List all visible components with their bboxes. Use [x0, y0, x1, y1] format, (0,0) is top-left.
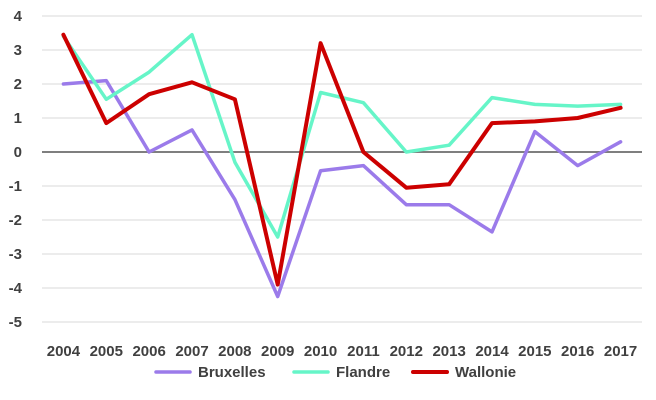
x-tick-label: 2008 — [218, 343, 251, 360]
x-tick-label: 2006 — [132, 343, 165, 360]
x-tick-label: 2016 — [561, 343, 594, 360]
x-tick-label: 2007 — [175, 343, 208, 360]
series-line-flandre — [61, 32, 623, 239]
y-tick-label: 3 — [14, 42, 22, 59]
x-tick-label: 2017 — [604, 343, 637, 360]
x-tick-label: 2012 — [390, 343, 423, 360]
legend-label: Bruxelles — [198, 364, 266, 381]
y-tick-label: -2 — [9, 212, 22, 229]
series-line-bruxelles — [61, 78, 623, 299]
x-tick-label: 2005 — [90, 343, 123, 360]
legend: Bruxelles Flandre Wallonie — [154, 364, 516, 381]
x-axis-ticks: 2004 2005 2006 2007 2008 2009 2010 2011 2012 2013… — [47, 343, 638, 360]
legend-label: Wallonie — [455, 364, 516, 381]
series-line-wallonie — [61, 32, 623, 287]
series-lines — [61, 32, 623, 299]
legend-label: Flandre — [336, 364, 390, 381]
x-tick-label: 2014 — [475, 343, 509, 360]
y-tick-label: 1 — [14, 110, 22, 127]
x-tick-label: 2009 — [261, 343, 294, 360]
x-tick-label: 2015 — [518, 343, 551, 360]
y-tick-label: 4 — [14, 8, 23, 25]
y-tick-label: -4 — [9, 280, 23, 297]
y-tick-label: 0 — [14, 144, 22, 161]
y-axis-ticks: -5 -4 -3 -2 -1 0 1 2 3 4 — [9, 8, 23, 331]
x-tick-label: 2010 — [304, 343, 337, 360]
y-tick-label: 2 — [14, 76, 22, 93]
y-tick-label: -5 — [9, 314, 22, 331]
y-tick-label: -1 — [9, 178, 22, 195]
x-tick-label: 2011 — [347, 343, 380, 360]
x-tick-label: 2013 — [432, 343, 465, 360]
y-tick-label: -3 — [9, 246, 22, 263]
x-tick-label: 2004 — [47, 343, 81, 360]
gridlines — [42, 15, 642, 323]
